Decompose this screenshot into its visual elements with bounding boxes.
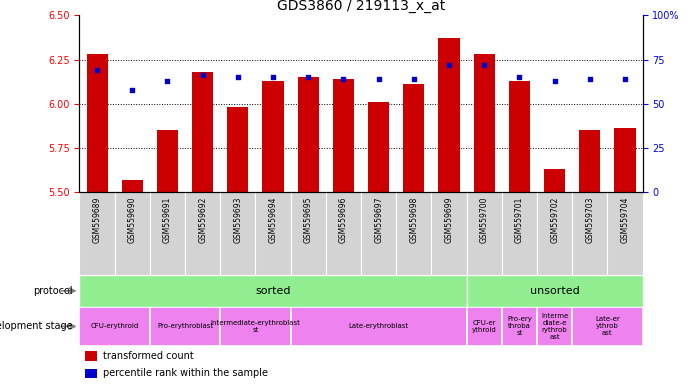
Bar [291, 307, 466, 346]
Text: CFU-erythroid: CFU-erythroid [91, 323, 139, 329]
Bar [361, 192, 396, 275]
Bar [607, 192, 643, 275]
Bar [502, 192, 537, 275]
Text: GSM559695: GSM559695 [304, 196, 313, 243]
Text: GSM559704: GSM559704 [621, 196, 630, 243]
Text: GSM559703: GSM559703 [585, 196, 594, 243]
Bar [291, 192, 326, 275]
Bar [79, 275, 466, 307]
Bar [572, 307, 643, 346]
Bar [220, 307, 291, 346]
Bar [85, 369, 97, 378]
Bar [544, 169, 565, 192]
Point [373, 76, 384, 82]
Bar [298, 77, 319, 192]
Bar [150, 307, 220, 346]
Text: GSM559691: GSM559691 [163, 196, 172, 243]
Point [126, 86, 138, 93]
Point [162, 78, 173, 84]
Bar [150, 192, 185, 275]
Bar [473, 54, 495, 192]
Bar [86, 54, 108, 192]
Bar [192, 72, 214, 192]
Bar [220, 192, 256, 275]
Point [620, 76, 631, 82]
Point [338, 76, 349, 82]
Bar [79, 307, 150, 346]
Bar [256, 192, 291, 275]
Text: GSM559696: GSM559696 [339, 196, 348, 243]
Bar [537, 192, 572, 275]
Text: Pro-ery
throba
st: Pro-ery throba st [507, 316, 532, 336]
Bar [333, 79, 354, 192]
Point [444, 62, 455, 68]
Text: Intermediate-erythroblast
st: Intermediate-erythroblast st [211, 320, 301, 333]
Bar [466, 192, 502, 275]
Bar [263, 81, 283, 192]
Bar [502, 307, 537, 346]
Bar [368, 102, 389, 192]
Text: Late-er
ythrob
ast: Late-er ythrob ast [595, 316, 620, 336]
Text: unsorted: unsorted [530, 286, 580, 296]
Text: GSM559689: GSM559689 [93, 196, 102, 243]
Text: Pro-erythroblast: Pro-erythroblast [157, 323, 213, 329]
Text: CFU-er
ythroid: CFU-er ythroid [472, 320, 497, 333]
Text: Interme
diate-e
rythrob
ast: Interme diate-e rythrob ast [541, 313, 568, 340]
Bar [466, 275, 643, 307]
Bar [579, 130, 600, 192]
Bar [326, 192, 361, 275]
Bar [157, 130, 178, 192]
Text: GSM559698: GSM559698 [409, 196, 418, 243]
Text: percentile rank within the sample: percentile rank within the sample [103, 368, 268, 379]
Text: GSM559700: GSM559700 [480, 196, 489, 243]
Bar [396, 192, 431, 275]
Text: GSM559701: GSM559701 [515, 196, 524, 243]
Point [91, 67, 102, 73]
Point [549, 78, 560, 84]
Bar [614, 128, 636, 192]
Point [267, 74, 278, 80]
Point [479, 62, 490, 68]
Point [585, 76, 596, 82]
Bar [431, 192, 466, 275]
Point [303, 74, 314, 80]
Text: development stage: development stage [0, 321, 73, 331]
Text: transformed count: transformed count [103, 351, 194, 361]
Text: GSM559693: GSM559693 [234, 196, 243, 243]
Bar [439, 38, 460, 192]
Text: GSM559694: GSM559694 [269, 196, 278, 243]
Bar [404, 84, 424, 192]
Text: GSM559690: GSM559690 [128, 196, 137, 243]
Text: GSM559699: GSM559699 [444, 196, 453, 243]
Text: GSM559692: GSM559692 [198, 196, 207, 243]
Text: sorted: sorted [255, 286, 291, 296]
Text: Late-erythroblast: Late-erythroblast [348, 323, 408, 329]
Point [197, 72, 208, 78]
Bar [185, 192, 220, 275]
Bar [466, 307, 502, 346]
Text: GSM559702: GSM559702 [550, 196, 559, 243]
Title: GDS3860 / 219113_x_at: GDS3860 / 219113_x_at [277, 0, 445, 13]
Bar [572, 192, 607, 275]
Bar [537, 307, 572, 346]
Bar [509, 81, 530, 192]
Point [232, 74, 243, 80]
Point [408, 76, 419, 82]
Text: GSM559697: GSM559697 [374, 196, 383, 243]
Bar [227, 107, 248, 192]
Bar [122, 180, 143, 192]
Bar [85, 351, 97, 361]
Bar [115, 192, 150, 275]
Text: protocol: protocol [33, 286, 73, 296]
Point [514, 74, 525, 80]
Bar [79, 192, 115, 275]
